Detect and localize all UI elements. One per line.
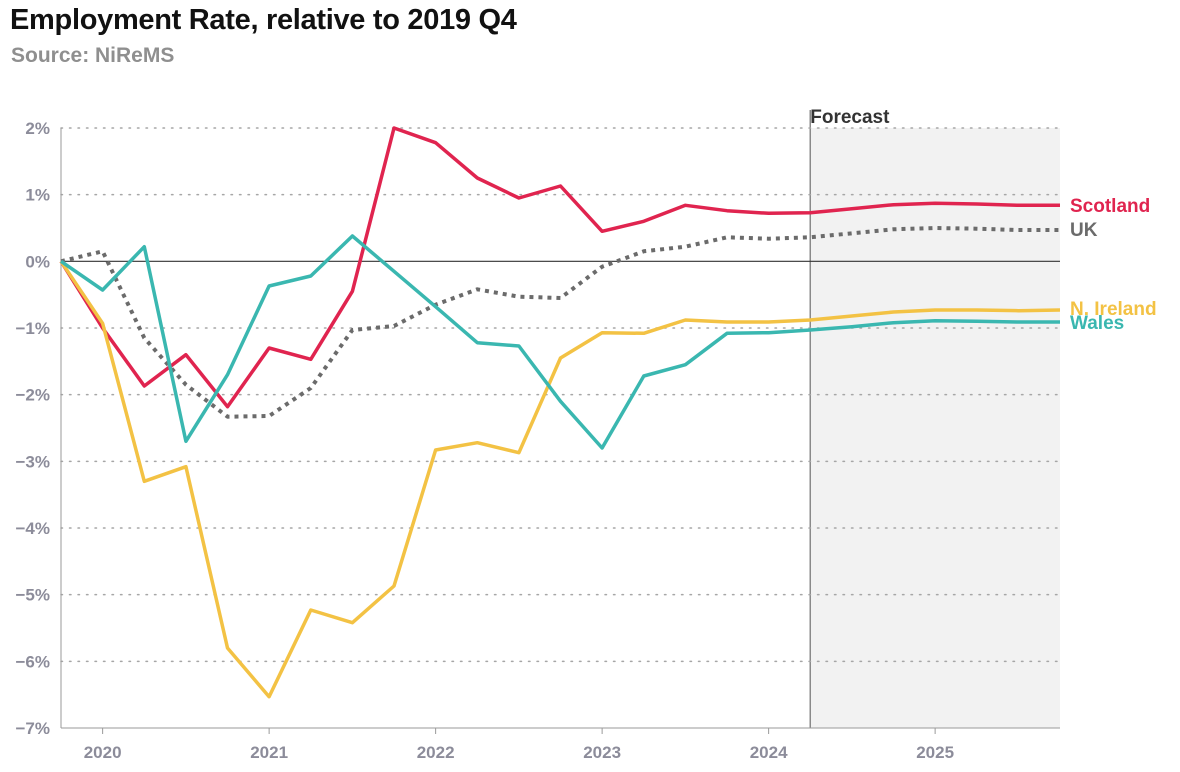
y-tick-label: −4% [16, 519, 51, 538]
series-line-wales [60, 234, 1060, 450]
y-tick-label: −5% [16, 586, 51, 605]
series-line-uk [60, 226, 1060, 419]
x-tick-label: 2023 [583, 743, 621, 762]
series-label-n-ireland: N. Ireland [1070, 299, 1157, 320]
series-label-wales: Wales [1070, 313, 1124, 334]
x-tick-label: 2025 [916, 743, 954, 762]
x-tick-label: 2024 [750, 743, 788, 762]
chart-title: Employment Rate, relative to 2019 Q4 [10, 4, 517, 36]
series-line-n-ireland [59, 260, 1061, 699]
y-tick-label: −1% [16, 319, 51, 338]
forecast-label: Forecast [810, 107, 890, 128]
y-tick-label: 2% [25, 119, 50, 138]
series-line-scotland [59, 126, 1060, 409]
y-tick-label: −2% [16, 386, 51, 405]
y-tick-label: −3% [16, 452, 51, 471]
series-label-scotland: Scotland [1070, 196, 1150, 217]
y-tick-label: 1% [25, 186, 50, 205]
x-tick-label: 2021 [250, 743, 288, 762]
x-tick-label: 2022 [417, 743, 455, 762]
chart-subtitle: Source: NiReMS [11, 44, 175, 67]
y-tick-label: −6% [16, 652, 51, 671]
forecast-region [810, 128, 1060, 728]
y-tick-label: −7% [16, 719, 51, 738]
x-tick-label: 2020 [84, 743, 122, 762]
series-label-uk: UK [1070, 220, 1098, 241]
y-tick-label: 0% [25, 252, 50, 271]
